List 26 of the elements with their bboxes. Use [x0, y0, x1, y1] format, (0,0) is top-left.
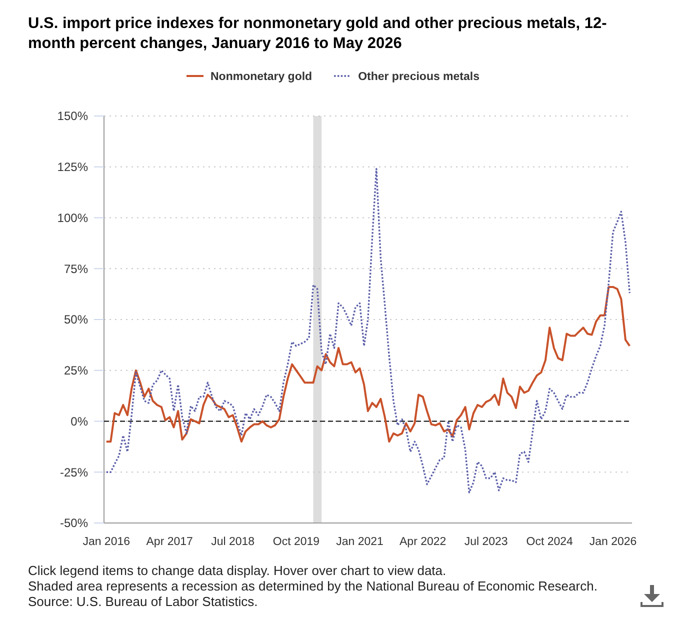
x-tick-label: Jul 2023 — [464, 536, 508, 548]
x-tick-label: Apr 2022 — [400, 536, 446, 548]
y-tick-label: 100% — [57, 210, 88, 225]
y-tick-label: 125% — [57, 160, 88, 174]
x-tick-label: Oct 2024 — [526, 536, 574, 548]
text: Shaded area represents a recession as determined by the National Bureau of Economic Research. — [28, 578, 598, 594]
legend-label: Other precious metals — [358, 71, 480, 84]
x-tick-label: Jan 2016 — [82, 536, 130, 548]
y-tick-label: -25% — [60, 465, 88, 480]
source-note: Source: U.S. Bureau of Labor Statistics. — [28, 594, 258, 609]
x-tick-label: Jan 2021 — [336, 536, 384, 548]
x-tick-label: Oct 2019 — [272, 536, 320, 548]
chart-title: U.S. import price indexes for nonmonetary gold and other precious metals, 12-month percent changes, January 2016 to May 2026 — [28, 15, 607, 52]
line-series — [105, 286, 631, 443]
y-tick-label: 0% — [70, 414, 88, 428]
text: Click legend items to change data display. Hover over chart to view data. — [28, 563, 446, 578]
y-tick-label: -50% — [60, 516, 88, 530]
y-tick-label: 75% — [64, 262, 88, 276]
y-tick-label: 50% — [64, 312, 88, 327]
x-tick-label: Jul 2018 — [211, 536, 255, 548]
x-tick-label: Jan 2026 — [589, 536, 637, 548]
y-tick-label: 150% — [57, 109, 88, 124]
y-tick-label: 25% — [64, 364, 88, 378]
x-tick-label: Apr 2017 — [146, 536, 193, 548]
line-series — [106, 168, 630, 494]
legend-label: Nonmonetary gold — [210, 71, 312, 84]
